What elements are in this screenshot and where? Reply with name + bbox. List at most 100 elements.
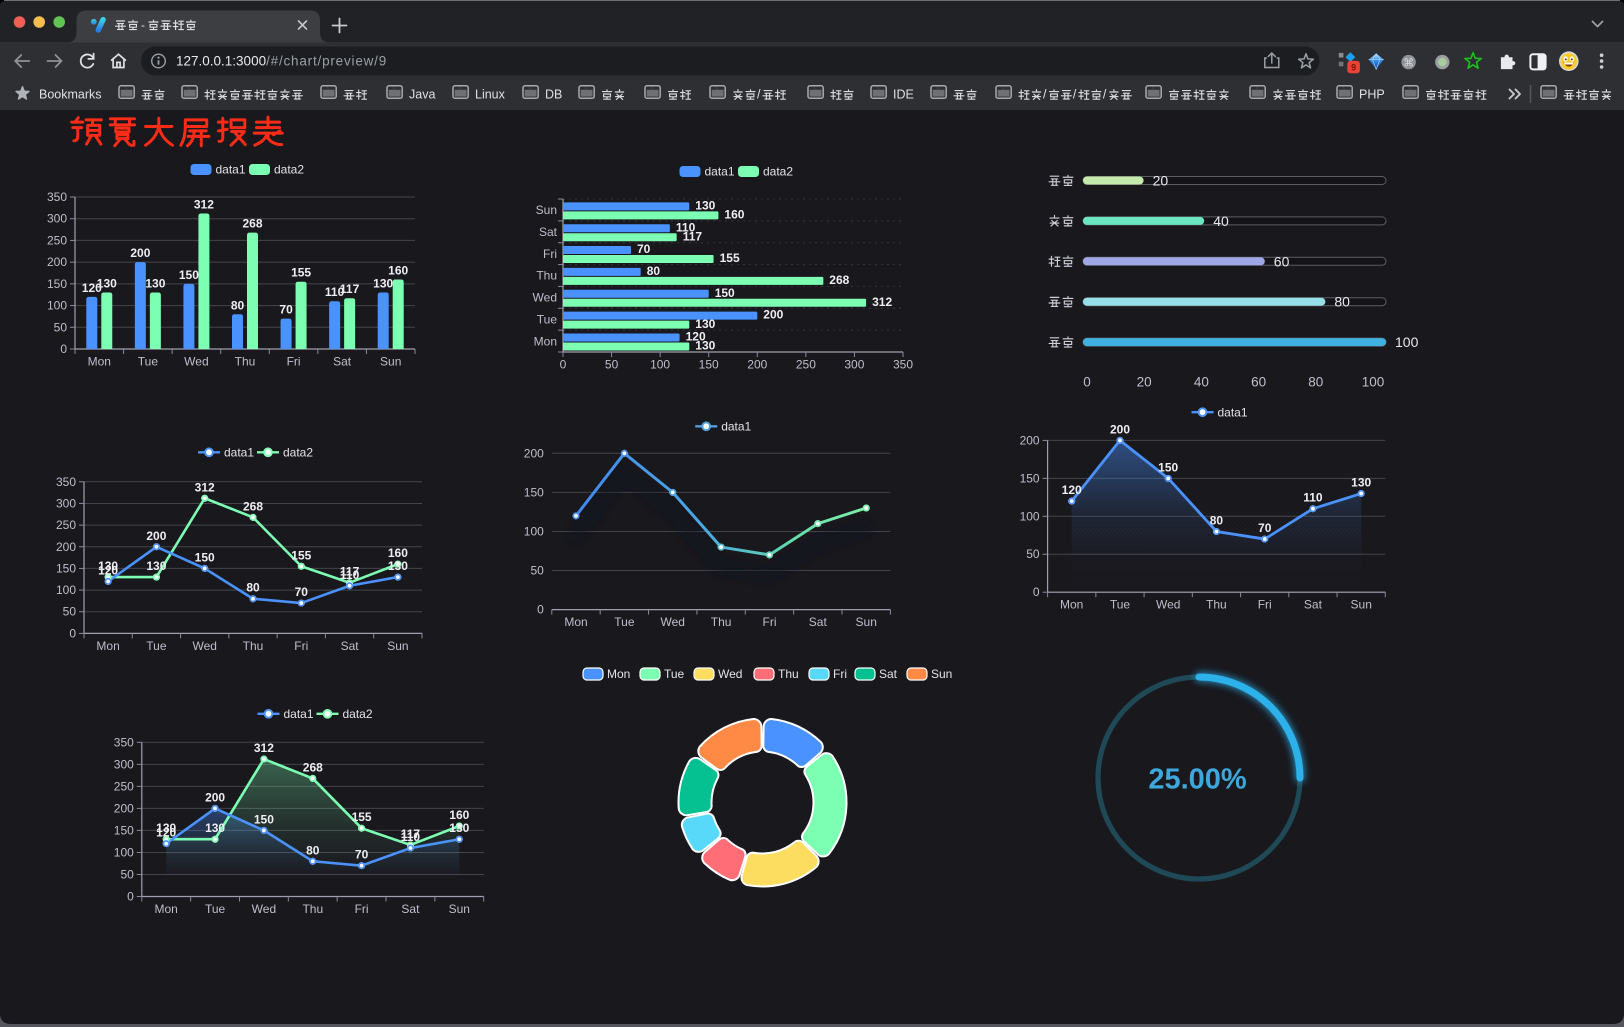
svg-text:Java: Java [409,87,435,101]
svg-text:250: 250 [796,358,816,372]
svg-text:Wed: Wed [660,615,684,629]
svg-text:150: 150 [195,550,215,564]
svg-text:60: 60 [1274,253,1290,269]
svg-text:150: 150 [254,812,274,826]
svg-text:Mon: Mon [96,639,119,653]
svg-text:70: 70 [279,303,293,317]
svg-text:data2: data2 [763,165,793,179]
svg-text:60: 60 [1251,375,1266,390]
svg-text:70: 70 [295,585,309,599]
svg-text:Thu: Thu [711,615,732,629]
svg-text:200: 200 [146,529,166,543]
svg-text:100: 100 [114,845,134,859]
svg-text:data1: data1 [224,446,254,460]
svg-text:Thu: Thu [1206,598,1227,612]
svg-text:200: 200 [763,308,783,322]
svg-text:Thu: Thu [302,902,323,916]
svg-text:268: 268 [303,760,323,774]
svg-text:150: 150 [1158,460,1178,474]
svg-text:Wed: Wed [1156,598,1180,612]
svg-text:Sun: Sun [931,667,952,681]
svg-text:Fri: Fri [1258,598,1272,612]
svg-text:250: 250 [56,518,76,532]
svg-text:Tue: Tue [146,639,167,653]
svg-text:9: 9 [1351,63,1356,73]
svg-text:100: 100 [650,358,670,372]
svg-text:200: 200 [1020,433,1040,447]
svg-text:Thu: Thu [243,639,264,653]
svg-text:250: 250 [47,233,67,247]
svg-text:200: 200 [205,790,225,804]
svg-text:Bookmarks: Bookmarks [39,87,102,101]
svg-text:160: 160 [388,264,408,278]
svg-text:data2: data2 [274,163,304,177]
svg-text:/: / [1043,87,1047,101]
svg-text:Mon: Mon [1060,598,1083,612]
svg-text:200: 200 [56,540,76,554]
svg-text:100: 100 [1362,375,1385,390]
svg-text:150: 150 [47,277,67,291]
svg-text:155: 155 [352,810,372,824]
svg-text:Linux: Linux [475,87,506,101]
svg-text:130: 130 [1351,476,1371,490]
svg-text:130: 130 [388,559,408,573]
svg-text:Wed: Wed [192,639,216,653]
svg-text:Wed: Wed [533,291,557,305]
svg-text:312: 312 [195,480,215,494]
svg-text:Tue: Tue [1110,598,1131,612]
svg-text:130: 130 [695,198,715,212]
svg-text:155: 155 [291,548,311,562]
svg-text:Sun: Sun [1351,598,1372,612]
svg-text:130: 130 [98,559,118,573]
svg-text:data2: data2 [343,707,373,721]
svg-text:Sun: Sun [536,203,557,217]
svg-text:300: 300 [844,358,864,372]
svg-text:155: 155 [291,266,311,280]
svg-text:Thu: Thu [235,355,256,369]
svg-text:0: 0 [1033,585,1040,599]
svg-text:120: 120 [686,330,706,344]
svg-text:80: 80 [1308,375,1323,390]
svg-text:70: 70 [637,242,651,256]
svg-text:80: 80 [1334,294,1350,310]
svg-text:50: 50 [1026,547,1040,561]
svg-text:Wed: Wed [184,355,208,369]
svg-text:350: 350 [893,358,913,372]
svg-text:300: 300 [47,212,67,226]
svg-text:Fri: Fri [287,355,301,369]
svg-text:Sat: Sat [1304,598,1323,612]
svg-text:100: 100 [56,583,76,597]
svg-text:150: 150 [524,485,544,499]
svg-text:80: 80 [647,264,661,278]
svg-text:200: 200 [114,801,134,815]
svg-text:40: 40 [1213,213,1229,229]
svg-text:Sat: Sat [341,639,360,653]
svg-text:312: 312 [872,295,892,309]
svg-text:Mon: Mon [534,334,557,348]
svg-text:Sun: Sun [380,355,401,369]
svg-text:130: 130 [373,277,393,291]
svg-text:300: 300 [114,757,134,771]
svg-text:50: 50 [530,564,544,578]
svg-text:150: 150 [179,268,199,282]
svg-text:Tue: Tue [664,667,685,681]
svg-text:250: 250 [114,779,134,793]
svg-text:0: 0 [60,342,67,356]
svg-text:110: 110 [1303,491,1323,505]
svg-text:350: 350 [56,475,76,489]
svg-text:350: 350 [47,190,67,204]
svg-text:80: 80 [246,581,260,595]
svg-text:data1: data1 [705,165,735,179]
svg-text:127.0.0.1:3000/#/chart/preview: 127.0.0.1:3000/#/chart/preview/9 [176,54,387,69]
svg-text:200: 200 [747,358,767,372]
svg-text:155: 155 [720,251,740,265]
svg-text:0: 0 [560,358,567,372]
svg-text:130: 130 [97,277,117,291]
svg-text:⌘: ⌘ [1403,57,1414,69]
svg-text:117: 117 [683,229,703,243]
svg-text:160: 160 [449,808,469,822]
svg-text:Sun: Sun [856,615,877,629]
svg-text:160: 160 [388,546,408,560]
svg-text:Fri: Fri [763,615,777,629]
svg-text:300: 300 [56,497,76,511]
